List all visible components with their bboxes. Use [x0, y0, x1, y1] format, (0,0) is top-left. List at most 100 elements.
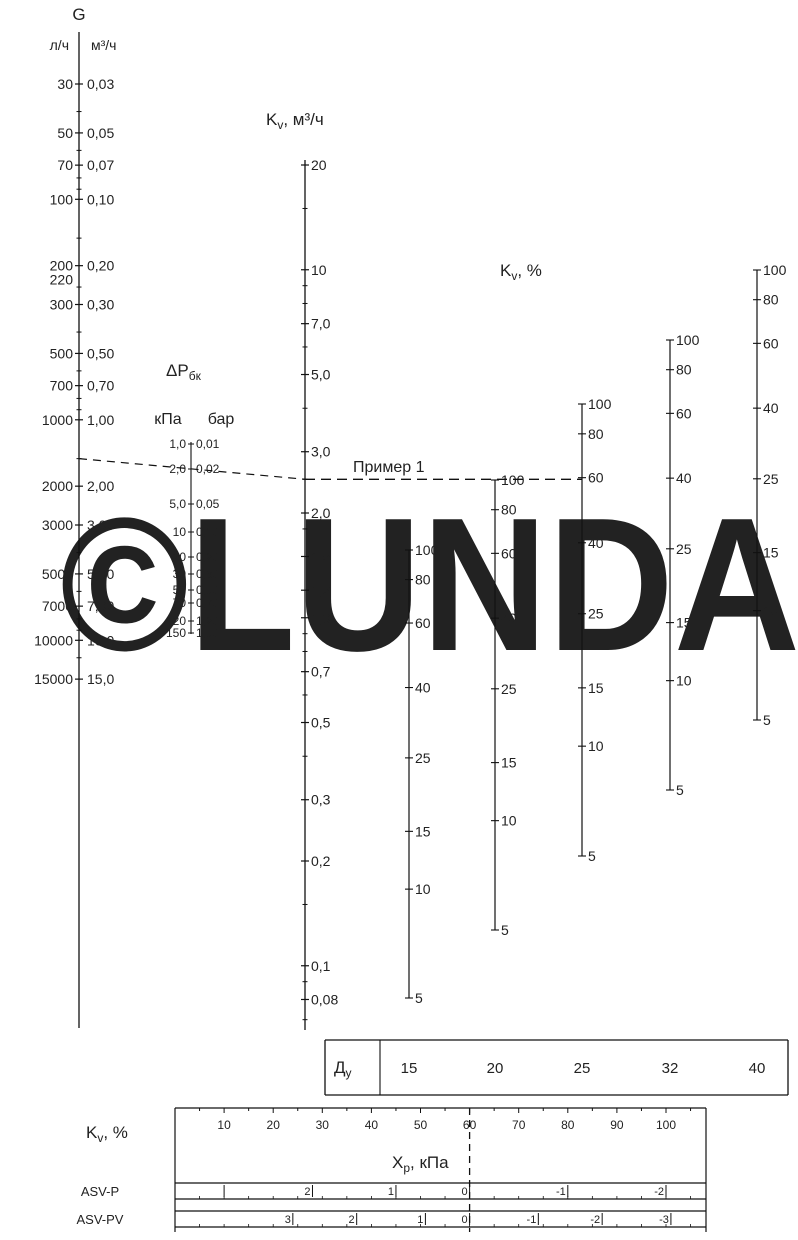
g-tick-label-m3: 1,00 [87, 412, 114, 428]
g-tick-label-m3: 0,05 [87, 125, 114, 141]
bottom-kv-label: Kv, % [86, 1123, 128, 1145]
valve-scale-label: 40 [501, 610, 517, 626]
bottom-row-mark-label: -1 [527, 1214, 537, 1226]
valve-scale-label: 15 [588, 680, 604, 696]
g-tick-label-lh: 5000 [42, 566, 73, 582]
example-label: Пример 1 [353, 459, 425, 476]
valve-scale-label: 60 [763, 335, 779, 351]
valve-scale-label: 25 [763, 471, 779, 487]
g-tick-label-m3: 10,0 [87, 632, 114, 648]
g-unit-lh: л/ч [50, 37, 69, 53]
valve-scale-label: 100 [676, 332, 700, 348]
example-dashed-line [78, 458, 306, 480]
valve-scale-label: 100 [763, 262, 787, 278]
valve-scale-label: 60 [501, 545, 517, 561]
dp-axis-title: ΔPбк [166, 361, 202, 383]
bottom-scale-tick-label: 30 [316, 1118, 330, 1132]
valve-scale-label: 60 [676, 405, 692, 421]
bottom-row-mark-label: -1 [556, 1186, 566, 1198]
valve-scale-label: 5 [415, 990, 423, 1006]
bottom-row-mark-label: 0 [461, 1214, 467, 1226]
g-tick-label-lh: 10000 [34, 632, 73, 648]
bottom-scale-tick-label: 20 [267, 1118, 281, 1132]
dp-tick-label-bar: 0,01 [196, 437, 220, 451]
valve-scale-label: 80 [763, 292, 779, 308]
dp-tick-label-bar: 0,05 [196, 497, 220, 511]
valve-scale-label: 15 [676, 615, 692, 631]
valve-scale-label: 25 [588, 606, 604, 622]
g-tick-label-lh: 200 [50, 258, 74, 274]
valve-scale-label: 25 [676, 541, 692, 557]
valve-scale-label: 100 [415, 542, 439, 558]
kv-tick-label: 0,7 [311, 664, 331, 680]
dp-tick-label-kpa: 50 [173, 583, 187, 597]
dp-tick-label-kpa: 10 [173, 525, 187, 539]
valve-scale-label: 100 [588, 396, 612, 412]
g-tick-label-m3: 3,00 [87, 517, 114, 533]
g-tick-label-m3: 0,10 [87, 191, 114, 207]
bottom-scale-tick-label: 90 [610, 1118, 624, 1132]
valve-scale-label: 40 [588, 535, 604, 551]
g-tick-label-lh: 300 [50, 297, 74, 313]
valve-scale-label: 5 [588, 848, 596, 864]
bottom-row-mark-label: 1 [417, 1214, 423, 1226]
dp-tick-label-kpa: 1,0 [169, 437, 186, 451]
dp-tick-label-bar: 0,50 [196, 583, 220, 597]
valve-scale-label: 40 [676, 470, 692, 486]
valve-scale-label: 10 [415, 881, 431, 897]
dp-tick-label-kpa: 20 [173, 550, 187, 564]
g-tick-label-m3: 0,20 [87, 258, 114, 274]
dp-tick-label-bar: 1,50 [196, 626, 220, 640]
g-tick-label-lh: 2000 [42, 478, 73, 494]
kv-tick-label: 20 [311, 157, 327, 173]
dp-tick-label-bar: 0,30 [196, 567, 220, 581]
bottom-row-mark-label: 2 [304, 1186, 310, 1198]
kv-tick-label: 0,5 [311, 715, 331, 731]
kv-axis-title: Kv, м³/ч [266, 110, 324, 132]
valve-scale-label: 15 [415, 823, 431, 839]
valve-scale-label: 15 [501, 755, 517, 771]
valve-scale-label: 15 [763, 545, 779, 561]
valve-scale-label: 10 [588, 738, 604, 754]
dp-tick-label-kpa: 70 [173, 596, 187, 610]
bottom-row-mark-label: 3 [285, 1214, 291, 1226]
kv-percent-title: Kv, % [500, 261, 542, 283]
dp-tick-label-kpa: 30 [173, 567, 187, 581]
g-tick-label-lh: 500 [50, 345, 74, 361]
kv-tick-label: 1,0 [311, 610, 331, 626]
g-tick-label-lh: 30 [57, 76, 73, 92]
dp-tick-label-kpa: 2,0 [169, 462, 186, 476]
kv-tick-label: 0,08 [311, 991, 338, 1007]
g-tick-label-m3: 15,0 [87, 671, 114, 687]
kv-tick-label: 1,2 [311, 582, 331, 598]
dn-value-label: 20 [487, 1060, 504, 1077]
dn-value-label: 32 [662, 1060, 679, 1077]
g-tick-label-m3: 0,50 [87, 345, 114, 361]
kv-tick-label: 3,0 [311, 444, 331, 460]
dp-tick-label-bar: 1,20 [196, 614, 220, 628]
bottom-xp-label: Xp, кПа [392, 1153, 449, 1175]
kv-tick-label: 10 [311, 262, 327, 278]
g-tick-label-lh: 7000 [42, 598, 73, 614]
g-unit-m3: м³/ч [91, 37, 116, 53]
bottom-row-mark-label: 0 [461, 1186, 467, 1198]
valve-scale-label: 10 [501, 813, 517, 829]
bottom-row-mark-label: -3 [659, 1214, 669, 1226]
bottom-scale-tick-label: 40 [365, 1118, 379, 1132]
valve-scale-label: 80 [501, 502, 517, 518]
valve-scale-label: 25 [501, 681, 517, 697]
valve-scale-label: 60 [415, 615, 431, 631]
kv-tick-label: 7,0 [311, 316, 331, 332]
bottom-row-name: ASV-P [81, 1184, 119, 1199]
valve-scale-label: 5 [763, 712, 771, 728]
dn-value-label: 15 [401, 1060, 418, 1077]
kv-tick-label: 1,5 [311, 548, 331, 564]
dp-tick-label-kpa: 5,0 [169, 497, 186, 511]
kv-tick-label: 0,2 [311, 853, 331, 869]
g-axis-title: G [72, 5, 85, 24]
bottom-scale-tick-label: 80 [561, 1118, 575, 1132]
valve-scale-label: 80 [588, 426, 604, 442]
valve-scale-label: 80 [676, 362, 692, 378]
g-tick-label-extra: 220 [50, 272, 74, 288]
